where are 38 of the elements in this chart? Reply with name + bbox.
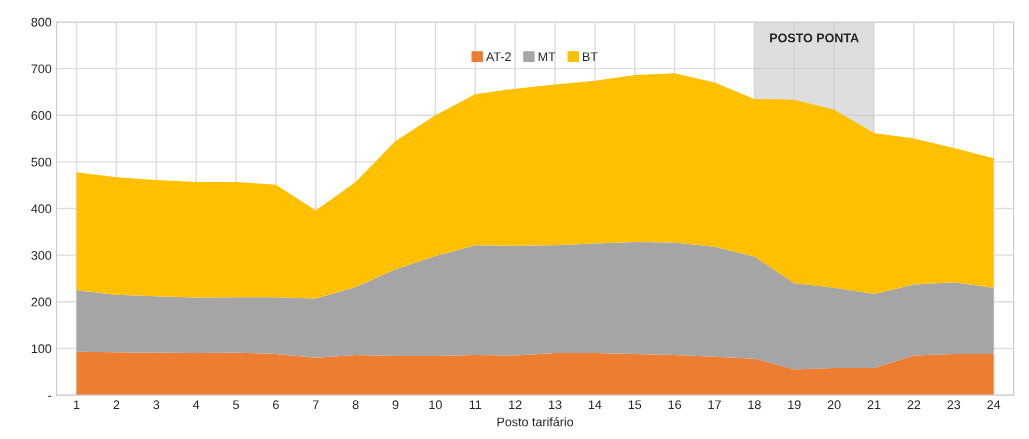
y-tick-label: - [48, 395, 52, 397]
x-tick-label: 24 [987, 400, 1001, 410]
x-tick-label: 7 [312, 400, 319, 410]
x-tick-label: 20 [827, 400, 841, 410]
x-tick-label: 2 [113, 400, 120, 410]
y-tick-label: 500 [31, 157, 52, 167]
y-tick-label: 300 [31, 250, 52, 260]
x-tick-label: 15 [628, 400, 642, 410]
x-tick-label: 13 [549, 400, 562, 410]
legend-label: MT [538, 52, 556, 61]
x-tick-label: 3 [153, 400, 160, 410]
y-tick-label: 100 [31, 344, 52, 354]
x-tick-label: 12 [509, 400, 522, 410]
x-tick-label: 6 [273, 400, 279, 410]
y-tick-label: 600 [31, 111, 52, 120]
x-tick-label: 22 [907, 400, 921, 410]
y-tick-label: 200 [31, 297, 52, 307]
x-axis-title: Posto tarifário [497, 417, 574, 427]
x-tick-label: 11 [469, 400, 482, 410]
x-tick-label: 14 [588, 400, 602, 410]
x-tick-label: 23 [947, 400, 961, 410]
x-tick-label: 8 [352, 400, 359, 410]
x-tick-label: 5 [233, 400, 239, 410]
x-tick-label: 1 [74, 400, 80, 410]
y-tick-label: 700 [31, 64, 52, 74]
x-tick-label: 21 [867, 400, 881, 410]
x-tick-label: 9 [392, 400, 399, 410]
band-label: POSTO PONTA [770, 33, 859, 43]
y-tick-label: 400 [31, 204, 52, 214]
x-tick-label: 16 [668, 400, 682, 410]
x-tick-label: 17 [708, 400, 721, 410]
x-tick-label: 10 [429, 400, 442, 410]
y-tick-label: 800 [31, 17, 52, 27]
legend-label: BT [583, 52, 598, 61]
legend-label: AT-2 [485, 52, 511, 61]
x-tick-label: 19 [788, 400, 801, 410]
x-tick-label: 4 [192, 400, 200, 410]
x-tick-label: 18 [748, 400, 761, 410]
